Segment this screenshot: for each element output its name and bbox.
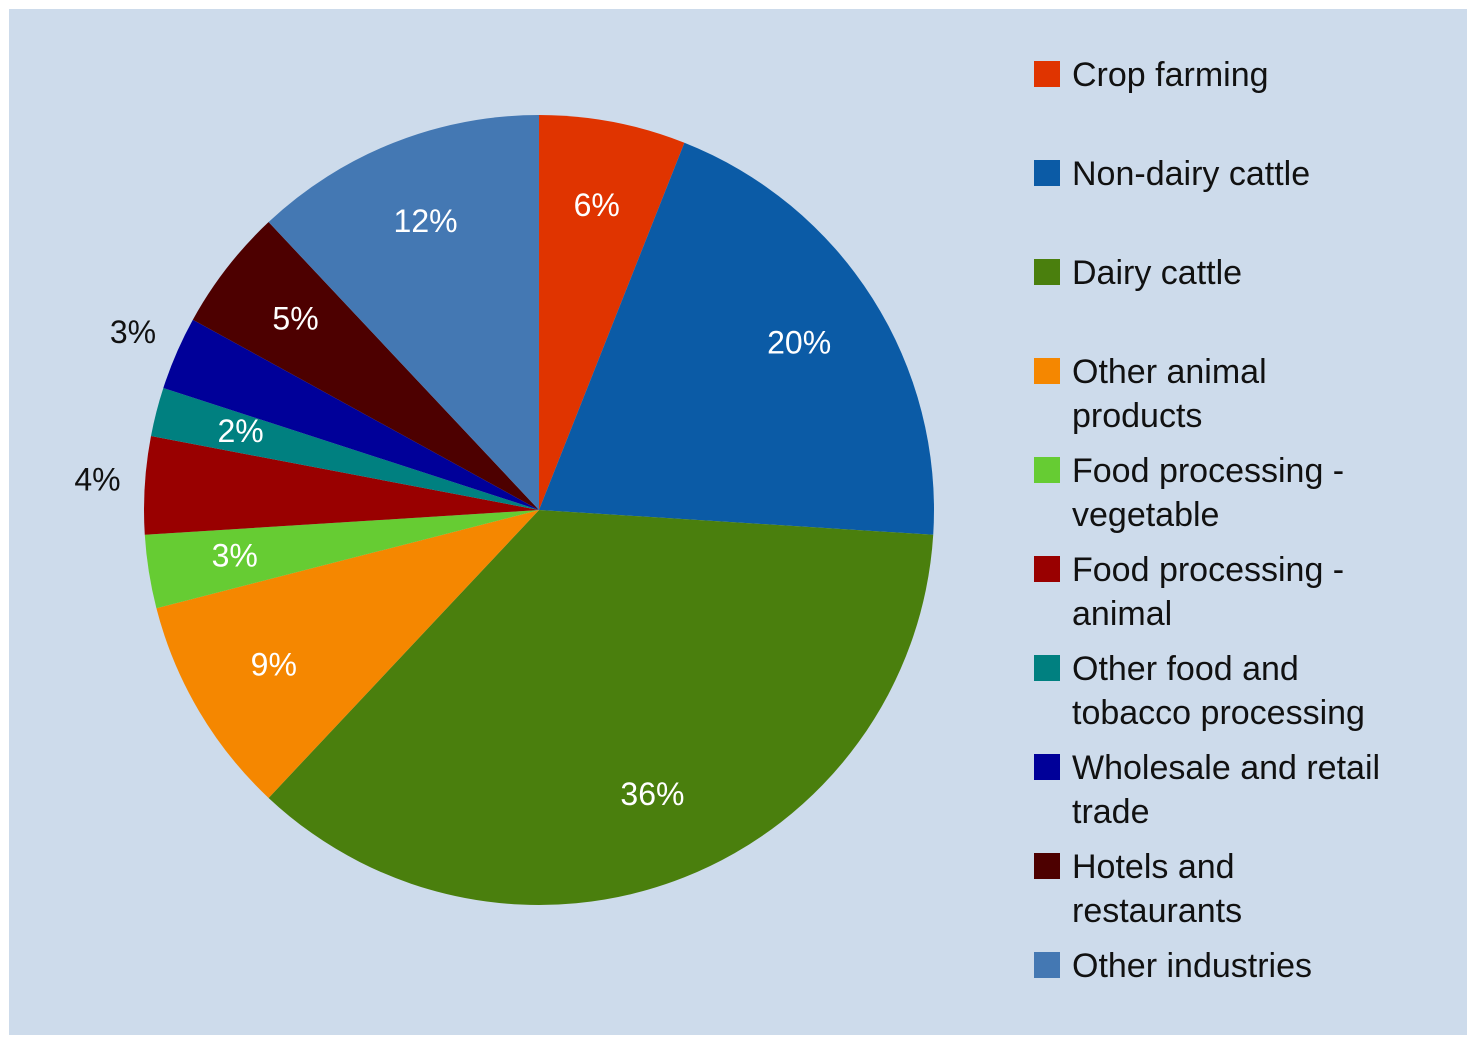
legend-label: Dairy cattle	[1072, 254, 1243, 292]
legend-swatch	[1034, 655, 1060, 681]
legend-label: Wholesale and retail trade	[1072, 749, 1381, 831]
legend-label: Crop farming	[1072, 56, 1269, 94]
legend-swatch	[1034, 952, 1060, 978]
legend-label: Non-dairy cattle	[1072, 155, 1311, 193]
pie-slice	[156, 510, 539, 798]
slice-label: 2%	[217, 413, 263, 449]
pie-slice	[150, 387, 540, 510]
slice-label: 6%	[574, 187, 620, 223]
slice-label: 4%	[74, 462, 120, 498]
slice-label: 3%	[110, 314, 156, 350]
pie-slice	[539, 115, 685, 510]
legend-label: Food processing - animal	[1072, 551, 1345, 633]
pie-slice	[192, 222, 539, 511]
pie-slice	[163, 319, 539, 510]
slice-label: 5%	[272, 301, 318, 337]
slice-label: 9%	[251, 646, 297, 682]
chart-panel: 6% 20% 36% 9% 3% 4% 2% 3% 5% 12% Crop farming Non…	[9, 9, 1467, 1035]
legend-swatch	[1034, 160, 1060, 186]
slice-label: 12%	[394, 203, 458, 239]
legend-label: Hotels and restaurants	[1072, 848, 1243, 930]
legend-swatch	[1034, 259, 1060, 285]
slice-label: 3%	[212, 538, 258, 574]
legend-label: Other food and tobacco processing	[1072, 650, 1365, 732]
legend-swatch	[1034, 556, 1060, 582]
pie-slice	[268, 115, 539, 510]
legend-swatch	[1034, 457, 1060, 483]
pie-slice	[144, 435, 540, 535]
pie-slice	[268, 510, 934, 906]
pie-chart: 6% 20% 36% 9% 3% 4% 2% 3% 5% 12%	[74, 115, 934, 906]
legend-label: Other animal products	[1072, 353, 1267, 435]
legend-label: Other industries	[1072, 947, 1312, 985]
legend-label: Food processing - vegetable	[1072, 452, 1345, 534]
legend-swatch	[1034, 358, 1060, 384]
slice-label: 20%	[767, 324, 831, 360]
legend-swatch	[1034, 853, 1060, 879]
slice-label: 36%	[620, 776, 684, 812]
legend-swatch	[1034, 754, 1060, 780]
pie-slice	[144, 510, 539, 609]
legend-swatch	[1034, 61, 1060, 87]
pie-slice	[539, 142, 934, 535]
